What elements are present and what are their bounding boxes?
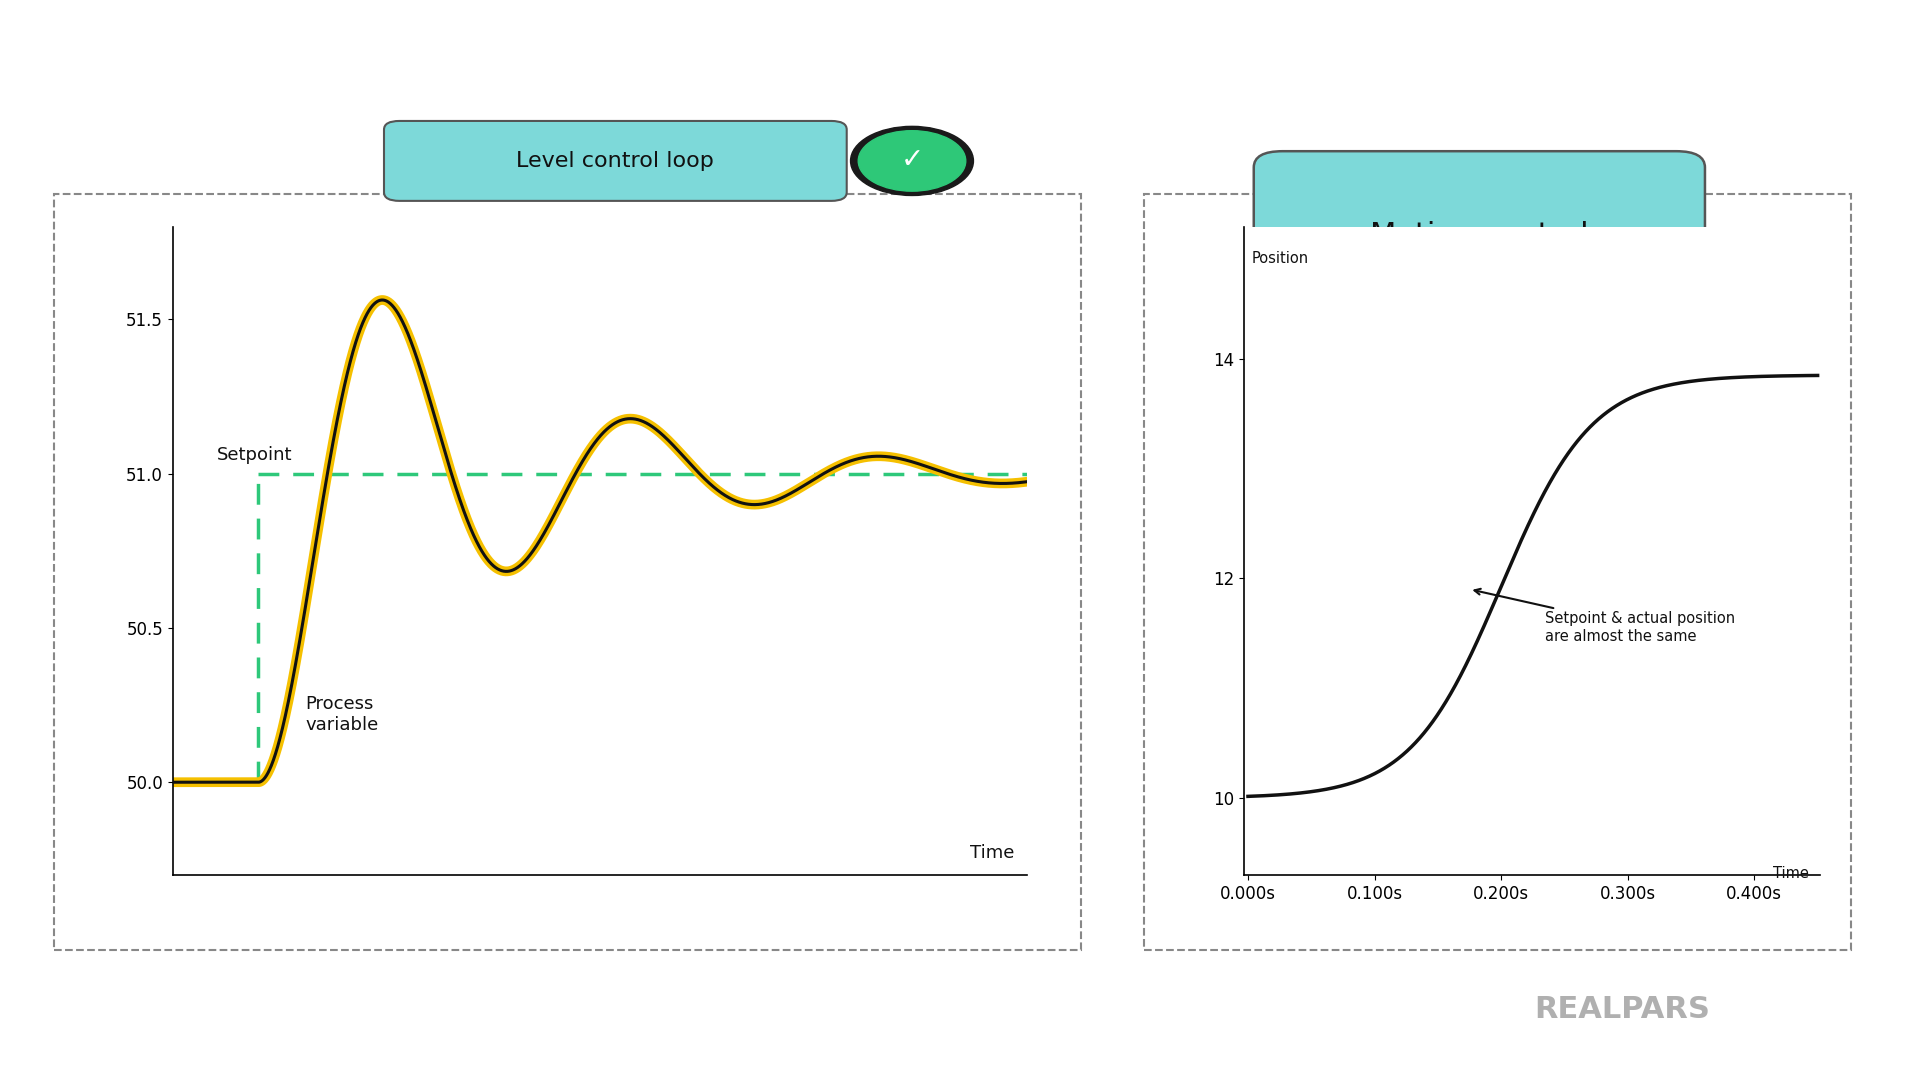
Text: Level control loop: Level control loop [516,151,714,171]
Text: Setpoint & actual position
are almost the same: Setpoint & actual position are almost th… [1475,589,1736,644]
Text: Setpoint: Setpoint [217,446,292,464]
Circle shape [858,131,966,191]
FancyBboxPatch shape [1254,151,1705,362]
Circle shape [851,126,973,195]
Text: Position: Position [1252,251,1309,266]
Text: REALPARS: REALPARS [1534,996,1711,1024]
Text: Time: Time [1772,866,1809,881]
Text: ✓: ✓ [900,146,924,174]
Text: Motion control
response: Motion control response [1371,220,1588,293]
Text: Time: Time [970,845,1014,863]
FancyBboxPatch shape [384,121,847,201]
Text: Process
variable: Process variable [305,694,378,733]
